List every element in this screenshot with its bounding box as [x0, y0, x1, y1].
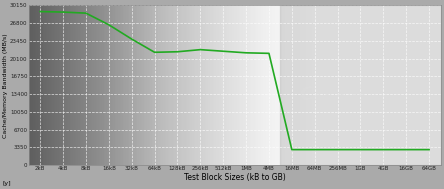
Text: [y]: [y] — [2, 181, 11, 186]
Bar — [281, 5, 440, 165]
X-axis label: Test Block Sizes (kB to GB): Test Block Sizes (kB to GB) — [184, 173, 285, 182]
Text: CD - R: CD - R — [300, 85, 367, 104]
Y-axis label: Cache/Memory Bandwidth (MB/s): Cache/Memory Bandwidth (MB/s) — [4, 33, 8, 138]
Text: www.cdr.cz: www.cdr.cz — [311, 131, 373, 141]
